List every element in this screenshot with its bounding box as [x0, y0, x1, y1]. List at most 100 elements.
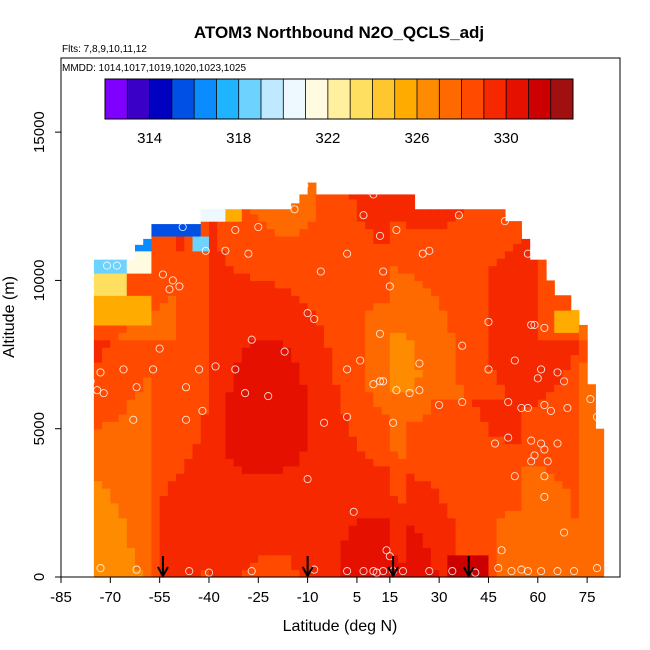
heatmap-cell [472, 273, 481, 282]
heatmap-cell [463, 525, 473, 534]
heatmap-cell [414, 562, 424, 571]
heatmap-cell [151, 525, 161, 534]
heatmap-cell [274, 562, 284, 571]
heatmap-cell [562, 495, 572, 504]
heatmap-cell [570, 539, 580, 548]
heatmap-cell [455, 287, 465, 296]
heatmap-cell [406, 532, 416, 541]
heatmap-cell [570, 354, 580, 363]
heatmap-cell [315, 194, 325, 200]
heatmap-cell [233, 361, 243, 370]
heatmap-cell [93, 436, 103, 445]
heatmap-cell [233, 539, 243, 548]
heatmap-cell [324, 235, 333, 244]
x-tick-label: -10 [297, 589, 319, 606]
heatmap-cell [398, 488, 407, 497]
heatmap-cell [521, 465, 531, 474]
heatmap-cell [578, 480, 588, 489]
heatmap-cell [365, 406, 374, 415]
heatmap-cell [430, 324, 440, 333]
sample-point [540, 445, 549, 454]
heatmap-cell [595, 495, 605, 504]
heatmap-cell [537, 310, 547, 319]
sample-point [158, 270, 167, 279]
heatmap-cell [480, 539, 490, 548]
heatmap-cell [184, 384, 194, 393]
heatmap-cell [291, 347, 300, 356]
heatmap-cell [587, 465, 596, 474]
heatmap-cell [176, 243, 185, 252]
heatmap-cell [398, 213, 407, 222]
heatmap-cell [225, 324, 235, 333]
heatmap-cell [422, 280, 432, 289]
heatmap-cell [233, 495, 243, 504]
heatmap-cell [258, 539, 268, 548]
heatmap-cell [233, 436, 243, 445]
heatmap-cell [373, 206, 383, 215]
heatmap-cell [225, 317, 235, 326]
heatmap-cell [143, 547, 153, 556]
heatmap-cell [447, 376, 457, 385]
heatmap-cell [504, 391, 514, 400]
heatmap-cell [233, 354, 243, 363]
heatmap-cell [537, 413, 547, 422]
heatmap-cell [225, 221, 235, 230]
heatmap-cell [151, 569, 161, 578]
heatmap-cell [414, 302, 424, 311]
heatmap-cell [299, 228, 309, 237]
heatmap-cell [167, 539, 177, 548]
heatmap-cell [299, 517, 309, 526]
heatmap-cell [587, 458, 596, 467]
heatmap-cell [578, 473, 588, 482]
heatmap-cell [373, 273, 383, 282]
heatmap-cell [562, 436, 572, 445]
heatmap-cell [102, 324, 111, 333]
heatmap-cell [110, 525, 120, 534]
heatmap-cell [291, 361, 300, 370]
heatmap-cell [217, 450, 227, 459]
heatmap-cell [93, 302, 103, 311]
heatmap-cell [521, 324, 531, 333]
heatmap-cell [315, 310, 325, 319]
heatmap-cell [282, 391, 292, 400]
heatmap-cell [356, 443, 366, 452]
heatmap-cell [307, 324, 317, 333]
heatmap-cell [282, 295, 292, 304]
heatmap-cell [504, 361, 514, 370]
chart-title: ATOM3 Northbound N2O_QCLS_adj [194, 23, 484, 42]
heatmap-cell [126, 421, 136, 430]
heatmap-cell [340, 473, 350, 482]
heatmap-cell [578, 406, 588, 415]
heatmap-cell [414, 480, 424, 489]
heatmap-cell [562, 391, 572, 400]
heatmap-cell [430, 339, 440, 348]
heatmap-cell [537, 525, 547, 534]
heatmap-cell [274, 213, 284, 222]
heatmap-cell [217, 473, 227, 482]
heatmap-cell [258, 228, 268, 237]
heatmap-cell [488, 406, 498, 415]
heatmap-cell [422, 310, 432, 319]
heatmap-cell [537, 280, 547, 289]
heatmap-cell [299, 273, 309, 282]
heatmap-cell [389, 406, 399, 415]
sample-point [356, 356, 365, 365]
heatmap-cell [315, 369, 325, 378]
heatmap-cell [134, 399, 144, 408]
heatmap-cell [463, 209, 473, 215]
heatmap-cell [266, 406, 276, 415]
heatmap-cell [537, 465, 547, 474]
heatmap-cell [463, 243, 473, 252]
heatmap-cell [406, 539, 416, 548]
heatmap-cell [258, 250, 268, 259]
heatmap-cell [266, 510, 276, 519]
heatmap-cell [430, 517, 440, 526]
heatmap-cell [93, 473, 103, 482]
heatmap-cell [126, 480, 136, 489]
heatmap-cell [299, 502, 309, 511]
heatmap-cell [570, 376, 580, 385]
heatmap-cell [274, 376, 284, 385]
heatmap-cell [504, 443, 514, 452]
heatmap-cell [118, 273, 128, 282]
heatmap-cell [315, 228, 325, 237]
